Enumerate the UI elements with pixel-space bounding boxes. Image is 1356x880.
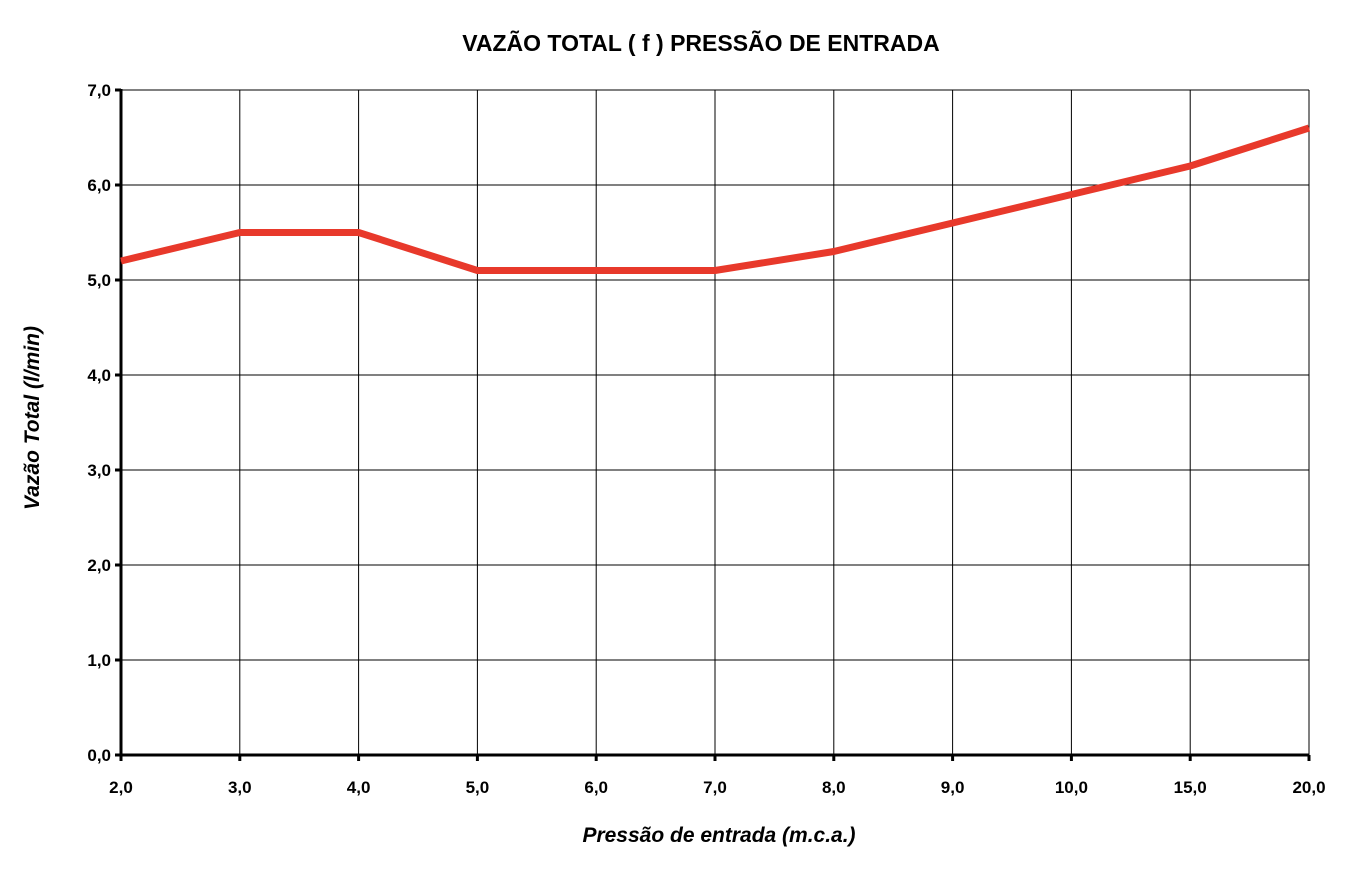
data-point [833, 251, 835, 252]
y-tick-label: 7,0 [87, 81, 111, 100]
x-tick-label: 8,0 [822, 778, 846, 797]
data-point [595, 270, 597, 271]
data-point [1189, 165, 1191, 167]
y-tick-label: 1,0 [87, 651, 111, 670]
y-tick-label: 4,0 [87, 366, 111, 385]
data-point [239, 232, 241, 233]
x-tick-label: 7,0 [703, 778, 727, 797]
y-tick-label: 2,0 [87, 556, 111, 575]
chart-title: VAZÃO TOTAL ( f ) PRESSÃO DE ENTRADA [462, 30, 940, 56]
y-tick-label: 3,0 [87, 461, 111, 480]
y-tick-label: 0,0 [87, 746, 111, 765]
x-tick-label: 15,0 [1174, 778, 1207, 797]
x-tick-label: 4,0 [347, 778, 371, 797]
data-point [714, 270, 716, 271]
data-point [120, 260, 122, 262]
x-tick-label: 9,0 [941, 778, 965, 797]
x-tick-label: 5,0 [466, 778, 490, 797]
x-tick-label: 3,0 [228, 778, 252, 797]
x-tick-label: 2,0 [109, 778, 133, 797]
x-axis-title: Pressão de entrada (m.c.a.) [582, 824, 856, 847]
x-tick-label: 20,0 [1292, 778, 1325, 797]
data-point [952, 222, 954, 224]
data-point [1070, 194, 1072, 195]
data-point [1308, 127, 1310, 129]
y-tick-label: 6,0 [87, 176, 111, 195]
data-point [476, 270, 478, 271]
data-point [358, 232, 360, 233]
y-tick-label: 5,0 [87, 271, 111, 290]
x-tick-label: 6,0 [584, 778, 608, 797]
x-tick-label: 10,0 [1055, 778, 1088, 797]
